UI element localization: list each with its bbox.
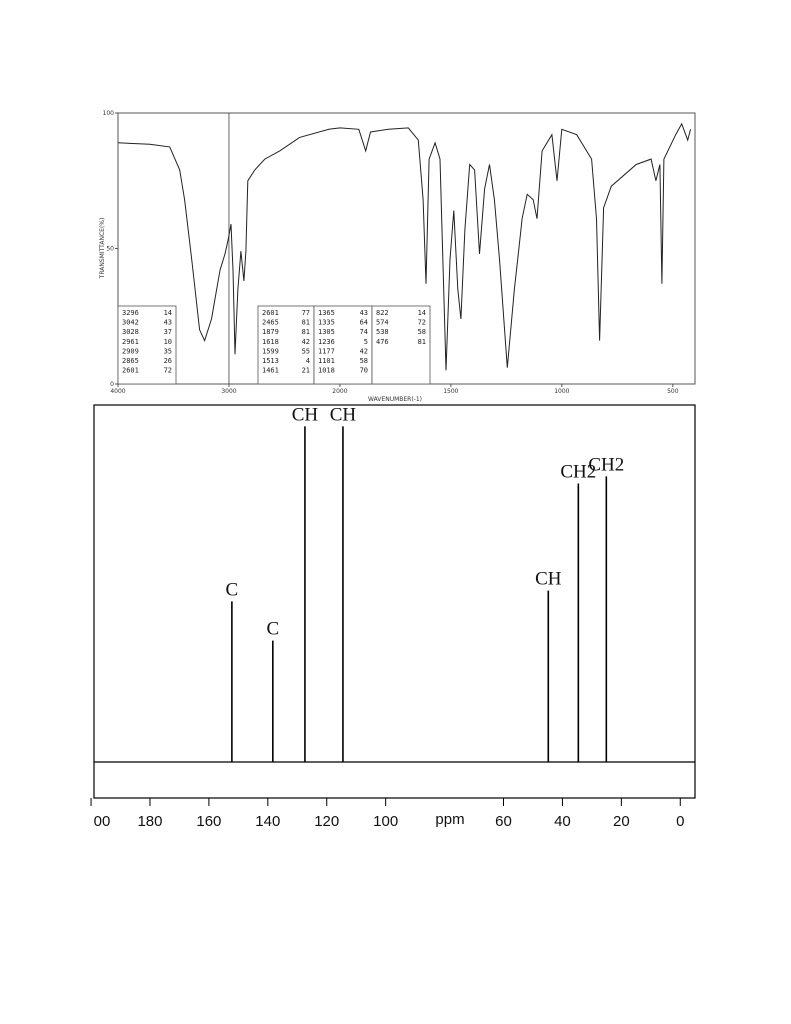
x-tick-label: 140 [255,813,280,830]
peak-transmittance: 81 [302,328,310,336]
peak-label: CH [292,404,319,425]
peak-transmittance: 10 [164,338,172,346]
peak-transmittance: 14 [164,309,172,317]
ir-curve [117,122,692,371]
peak-transmittance: 43 [360,309,368,317]
peak-label: CH [535,569,562,590]
peak-label: CH2 [588,454,624,475]
x-tick-label: 40 [554,813,571,830]
x-tick-label: 1500 [443,388,458,395]
peak-wavenumber: 3296 [122,309,139,317]
peak-transmittance: 42 [302,338,310,346]
x-tick-label: 20 [613,813,630,830]
ir-x-label: WAVENUMBER(-1) [368,396,422,403]
x-tick-label: 120 [314,813,339,830]
peak-transmittance: 81 [418,338,426,346]
peak-transmittance: 4 [306,357,310,365]
x-tick-label: 2000 [332,388,347,395]
peak-table-box [117,305,177,385]
peak-wavenumber: 1335 [318,319,335,327]
x-tick-label: 60 [495,813,512,830]
peak-wavenumber: 2601 [262,309,279,317]
peak-label: C [266,619,279,640]
peak-transmittance: 64 [360,319,368,327]
peak-wavenumber: 1305 [318,328,335,336]
peak-transmittance: 58 [360,357,368,365]
peak-label: CH2 [560,462,596,483]
peak-transmittance: 37 [164,328,172,336]
x-tick-label: 180 [137,813,162,830]
peak-wavenumber: 1018 [318,367,335,375]
peak-transmittance: 26 [164,357,172,365]
peak-wavenumber: 1618 [262,338,279,346]
peak-table-box [313,305,373,385]
x-tick-label: 00 [94,813,111,830]
nmr-x-label: ppm [435,811,464,828]
x-tick-label: 500 [667,388,679,395]
peak-wavenumber: 1236 [318,338,335,346]
y-tick-label: 0 [110,381,114,388]
peak-label: C [226,579,239,600]
peak-transmittance: 42 [360,347,368,355]
peak-transmittance: 72 [418,319,426,327]
peak-wavenumber: 1177 [318,347,335,355]
peak-wavenumber: 2961 [122,338,139,346]
peak-wavenumber: 2909 [122,347,139,355]
peak-transmittance: 43 [164,319,172,327]
peak-wavenumber: 1879 [262,328,279,336]
peak-table-box [371,305,431,385]
peak-table-box [257,305,315,385]
peak-transmittance: 35 [164,347,172,355]
ir-y-label: TRANSMITTANCE(%) [99,218,106,280]
peak-wavenumber: 1513 [262,357,279,365]
x-tick-label: 160 [196,813,221,830]
peak-wavenumber: 2465 [262,319,279,327]
peak-transmittance: 72 [164,367,172,375]
peak-transmittance: 77 [302,309,310,317]
peak-transmittance: 55 [302,347,310,355]
peak-transmittance: 58 [418,328,426,336]
peak-transmittance: 74 [360,328,368,336]
x-tick-label: 0 [676,813,684,830]
x-tick-label: 100 [373,813,398,830]
peak-transmittance: 21 [302,367,310,375]
peak-wavenumber: 1101 [318,357,335,365]
peak-wavenumber: 3042 [122,319,139,327]
x-tick-label: 3000 [221,388,236,395]
peak-wavenumber: 3028 [122,328,139,336]
peak-wavenumber: 1599 [262,347,279,355]
x-tick-label: 1000 [554,388,569,395]
peak-wavenumber: 822 [376,309,389,317]
peak-wavenumber: 2865 [122,357,139,365]
peak-wavenumber: 574 [376,319,389,327]
y-tick-label: 100 [103,110,115,117]
peak-wavenumber: 476 [376,338,389,346]
peak-wavenumber: 1365 [318,309,335,317]
peak-transmittance: 5 [364,338,368,346]
peak-wavenumber: 538 [376,328,389,336]
peak-transmittance: 70 [360,367,368,375]
y-tick-label: 50 [106,246,114,253]
peak-label: CH [330,404,357,425]
peak-wavenumber: 1461 [262,367,279,375]
nmr-frame [93,404,696,799]
peak-wavenumber: 2601 [122,367,139,375]
peak-transmittance: 14 [418,309,426,317]
peak-transmittance: 81 [302,319,310,327]
x-tick-label: 4000 [110,388,125,395]
